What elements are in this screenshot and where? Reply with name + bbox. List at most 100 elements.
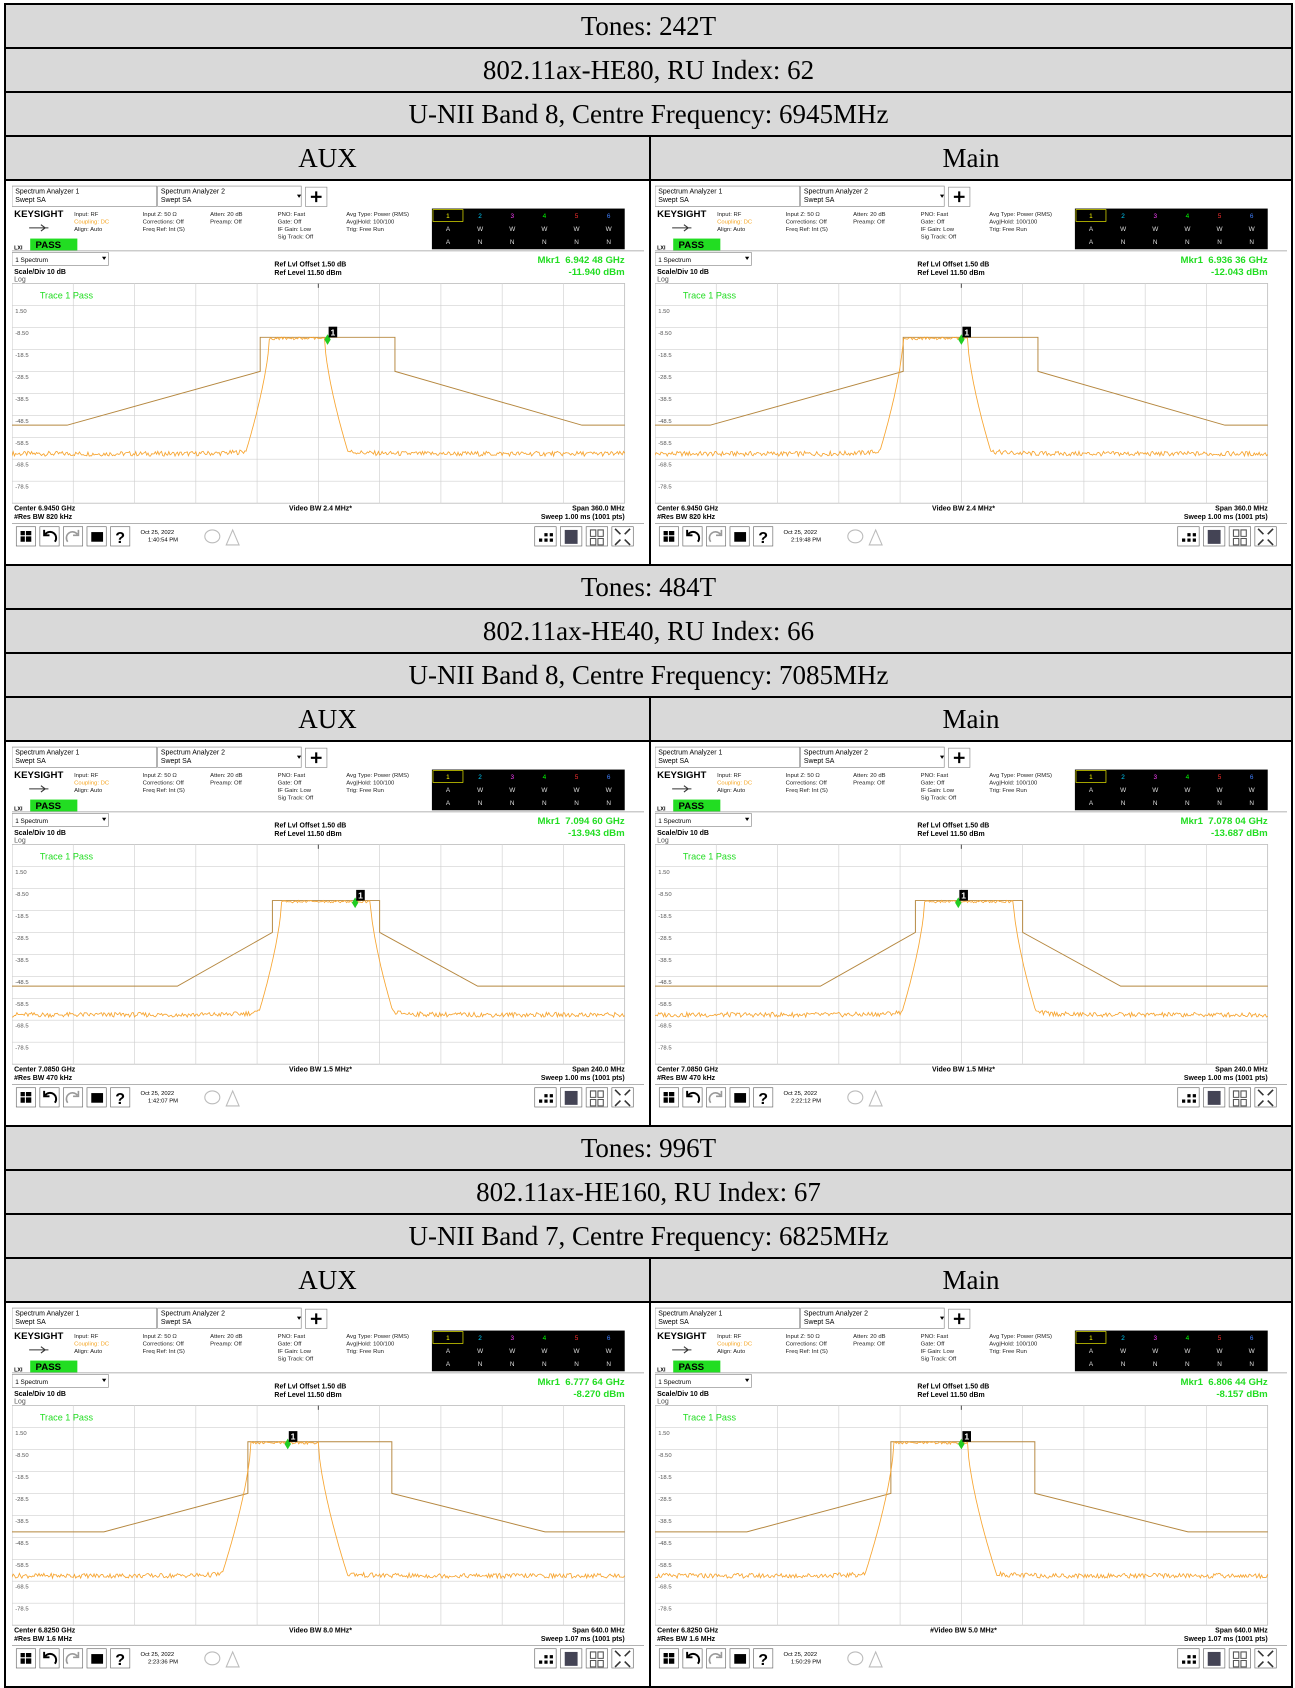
trace-table (431, 1330, 625, 1371)
pass-text: PASS (679, 801, 705, 812)
trace-cell: 2 (478, 774, 482, 781)
brand: KEYSIGHT (14, 209, 63, 220)
header-cell: U-NII Band 7, Centre Frequency: 6825MHz (5, 1214, 1292, 1258)
trace-cell: W (509, 787, 516, 794)
header-cell: Tones: 484T (5, 565, 1292, 609)
brand: KEYSIGHT (657, 1331, 706, 1342)
tab-mode: Swept SA (160, 1319, 191, 1326)
setting: IF Gain: Low (921, 788, 955, 794)
setting: Sig Track: Off (277, 1356, 313, 1362)
trace-status: Trace 1 Pass (39, 851, 93, 861)
y-tick-label: -18.5 (15, 1474, 29, 1480)
lxi-logo: LXI (657, 245, 666, 251)
view-dropdown (11, 812, 109, 827)
label: Ref Level 11.50 dBm (274, 269, 341, 276)
redo-icon (65, 529, 79, 542)
date: Oct 25, 2022 (140, 1091, 174, 1097)
setting: Coupling: DC (74, 780, 110, 786)
label: Log (14, 1398, 26, 1405)
y-tick-label: -18.5 (15, 913, 29, 919)
dropdown-arrow (296, 194, 301, 198)
marker-level: -11.940 dBm (568, 266, 624, 277)
trace-cell: N (509, 238, 514, 245)
setting: Freq Ref: Int (S) (142, 788, 184, 794)
setting: Align: Auto (74, 1349, 103, 1355)
trace-cell: W (1152, 226, 1159, 233)
label: Scale/Div 10 dB (657, 268, 709, 275)
setting: Preamp: Off (853, 1341, 885, 1347)
view-dropdown (655, 1373, 752, 1388)
chat-icon (847, 1650, 864, 1665)
trace-cell: N (1121, 1360, 1126, 1367)
tab-mode: Swept SA (160, 197, 191, 204)
trace-cell: W (1216, 226, 1223, 233)
fullscreen-icon (1257, 1649, 1274, 1667)
undo-icon (686, 529, 701, 542)
undo-icon (42, 1651, 57, 1664)
y-tick-label: -28.5 (658, 935, 672, 941)
y-tick-label: -48.5 (658, 418, 672, 424)
help-icon: ? (115, 1650, 125, 1668)
setting: Input Z: 50 Ω (786, 212, 821, 218)
trace-cell: 5 (574, 1335, 578, 1342)
trace-cell: N (1153, 238, 1158, 245)
plus-icon (953, 751, 965, 763)
tab-mode: Swept SA (15, 758, 46, 765)
setting: Trig: Free Run (989, 227, 1027, 233)
y-tick-label: -58.5 (15, 1562, 29, 1568)
file-icon (90, 531, 103, 542)
y-tick-label: -78.5 (15, 1606, 29, 1612)
setting: Input Z: 50 Ω (142, 212, 177, 218)
tab (156, 746, 302, 768)
tab (655, 1307, 800, 1329)
input-icon (672, 784, 692, 792)
setting: Avg Type: Power (RMS) (346, 773, 409, 779)
fullscreen-icon (1257, 527, 1274, 545)
marker-box (328, 326, 337, 337)
toolbar-button (15, 525, 36, 546)
trace-cell: 2 (1121, 1335, 1125, 1342)
toolbar-button (585, 1086, 608, 1107)
trace-cell: W (509, 1348, 516, 1355)
undo-icon (686, 1090, 701, 1103)
y-tick-label: -38.5 (658, 396, 672, 402)
trace-cell: 5 (574, 774, 578, 781)
trace-cell: W (541, 787, 548, 794)
label: #Res BW 470 kHz (657, 1075, 715, 1082)
setting: Avg Type: Power (RMS) (989, 773, 1052, 779)
chat-icon (847, 528, 864, 543)
analyzer-screenshot: Spectrum Analyzer 1 Swept SA Spectrum Anal… (655, 745, 1287, 1122)
date: Oct 25, 2022 (784, 1091, 818, 1097)
marker-box (288, 1430, 297, 1442)
marker-box (959, 889, 968, 901)
signal-trace (11, 899, 625, 1019)
windows-icon (20, 1652, 31, 1664)
y-tick-label: -38.5 (15, 957, 29, 963)
y-tick-label: 1.50 (658, 1431, 670, 1437)
label: Center 6.8250 GHz (14, 1627, 76, 1634)
trace-cell: A (1089, 238, 1094, 245)
trace-cell: 6 (1250, 774, 1254, 781)
screenshot-cell: Spectrum Analyzer 1 Swept SA Spectrum Anal… (650, 741, 1292, 1126)
layout-icon (1232, 1650, 1247, 1667)
label: Log (14, 276, 26, 283)
pass-badge (673, 238, 721, 250)
setting: Avg Type: Power (RMS) (989, 212, 1052, 218)
pass-badge (29, 1360, 77, 1372)
trace-cell: N (477, 238, 482, 245)
label: Center 7.0850 GHz (14, 1066, 76, 1073)
setting: Atten: 20 dB (210, 773, 242, 779)
toolbar-button (1228, 1086, 1251, 1107)
marker-label: 1 (964, 327, 969, 337)
setting: Preamp: Off (210, 780, 242, 786)
tab-mode: Swept SA (804, 758, 835, 765)
marker-label: 1 (964, 1431, 969, 1441)
time: 1:42:07 PM (148, 1098, 178, 1104)
setting: Trig: Free Run (989, 788, 1027, 794)
toolbar-button (585, 525, 608, 546)
setting: Sig Track: Off (921, 1356, 957, 1362)
marker-frequency: Mkr1 6.936 36 GHz (1181, 255, 1268, 266)
pass-badge (29, 799, 77, 811)
tab-mode: Swept SA (804, 197, 835, 204)
label: Center 7.0850 GHz (657, 1066, 719, 1073)
